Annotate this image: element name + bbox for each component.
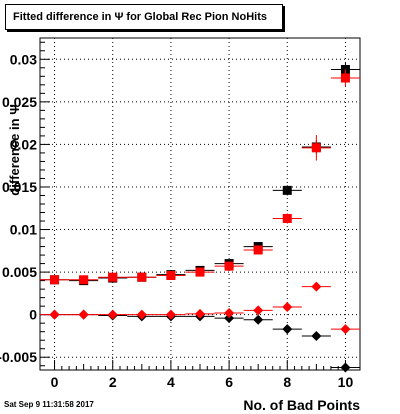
timestamp: Sat Sep 9 11:31:58 2017 bbox=[4, 400, 94, 409]
data-point-diamond bbox=[224, 307, 235, 318]
x-tick-label: 6 bbox=[225, 374, 233, 390]
data-point-diamond bbox=[49, 309, 60, 320]
data-point-diamond bbox=[136, 309, 147, 320]
y-tick-label: 0.005 bbox=[2, 264, 37, 280]
x-axis-label: No. of Bad Points bbox=[243, 397, 360, 413]
y-tick-label: 0.02 bbox=[10, 136, 37, 152]
axis-ticks: 0 2 4 6 8 10 -0.005 0 0.005 0.01 0.015 0.02 0.025 0.0… bbox=[0, 41, 354, 390]
data-point-diamond bbox=[195, 308, 205, 319]
x-tick-label: 2 bbox=[109, 374, 117, 390]
data-point-square bbox=[166, 271, 176, 281]
data-point-square bbox=[282, 213, 292, 223]
data-point-square bbox=[253, 245, 263, 255]
data-point-diamond bbox=[282, 302, 293, 313]
data-point-diamond bbox=[107, 309, 118, 320]
data-point-diamond bbox=[253, 314, 264, 325]
data-marks bbox=[40, 62, 360, 373]
data-point-square bbox=[224, 261, 234, 271]
x-tick-label: 10 bbox=[338, 374, 354, 390]
x-tick-label: 8 bbox=[283, 374, 291, 390]
y-tick-label: 0.01 bbox=[10, 222, 37, 238]
data-point-square bbox=[79, 275, 89, 285]
data-point-diamond bbox=[311, 281, 322, 292]
data-point-square bbox=[195, 267, 205, 277]
data-point-diamond bbox=[253, 305, 264, 316]
y-tick-label: -0.005 bbox=[0, 349, 37, 365]
data-point-diamond bbox=[282, 324, 293, 335]
data-point-diamond bbox=[340, 362, 351, 373]
data-point-square bbox=[282, 185, 292, 195]
y-tick-label: 0.03 bbox=[10, 51, 37, 67]
data-point-diamond bbox=[340, 324, 351, 335]
data-point-square bbox=[340, 73, 350, 83]
chart-title: Fitted difference in Ψ for Global Rec Pi… bbox=[5, 4, 283, 30]
y-tick-label: 0.025 bbox=[2, 94, 37, 110]
data-point-diamond bbox=[165, 309, 176, 320]
x-tick-label: 0 bbox=[51, 374, 59, 390]
data-point-square bbox=[108, 272, 118, 282]
y-axis-label: difference in Ψ bbox=[7, 104, 22, 195]
y-tick-label: 0.015 bbox=[2, 179, 37, 195]
x-tick-label: 4 bbox=[167, 374, 175, 390]
data-point-diamond bbox=[224, 313, 235, 324]
y-tick-label: 0 bbox=[29, 307, 37, 323]
data-point-square bbox=[50, 275, 60, 285]
data-point-square bbox=[311, 143, 321, 153]
data-point-diamond bbox=[78, 309, 89, 320]
data-point-square bbox=[137, 272, 147, 282]
data-point-diamond bbox=[311, 330, 322, 341]
